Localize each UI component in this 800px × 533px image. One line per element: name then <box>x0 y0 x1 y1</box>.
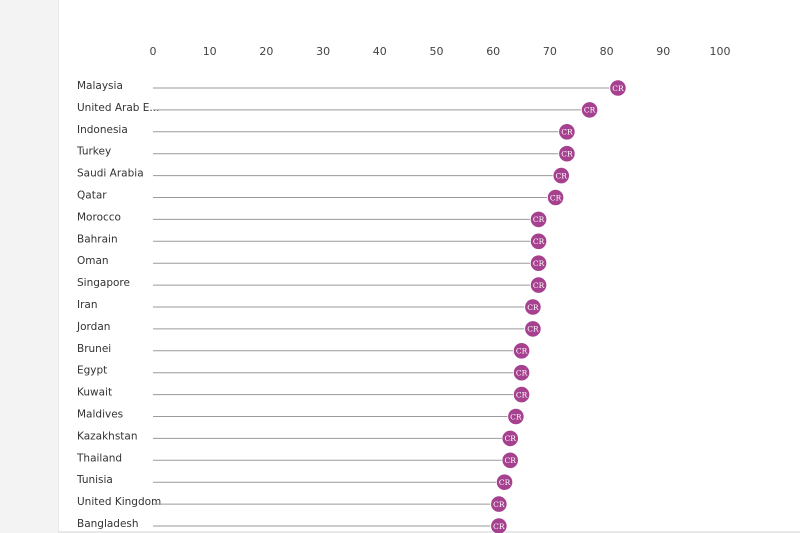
category-label: United Kingdom <box>77 496 161 508</box>
lollipop-marker <box>529 276 548 294</box>
lollipop-marker <box>490 517 508 533</box>
lollipop-marker <box>529 232 548 250</box>
x-tick-label: 60 <box>486 45 500 58</box>
marker-label: CR <box>533 281 545 290</box>
marker-label: CR <box>533 259 545 268</box>
category-label: Bangladesh <box>77 518 139 530</box>
lollipop-marker <box>512 342 531 360</box>
category-label: Maldives <box>77 409 123 421</box>
category-label: Qatar <box>77 190 107 202</box>
category-label: Singapore <box>77 277 130 289</box>
lollipop-marker <box>552 167 570 185</box>
category-label: Turkey <box>76 146 111 158</box>
marker-label: CR <box>533 215 545 224</box>
marker-label: CR <box>533 237 545 246</box>
lollipop-marker <box>580 101 599 119</box>
lollipop-marker <box>529 210 548 228</box>
x-tick-label: 90 <box>656 45 670 58</box>
category-label: Brunei <box>77 343 111 355</box>
x-tick-label: 80 <box>600 45 614 58</box>
marker-label: CR <box>499 478 511 487</box>
category-label: Oman <box>77 255 109 267</box>
lollipop-marker <box>529 254 548 272</box>
category-label: Tunisia <box>76 474 113 486</box>
x-tick-label: 0 <box>150 45 157 58</box>
marker-label: CR <box>505 434 517 443</box>
x-tick-label: 40 <box>373 45 387 58</box>
lollipop-marker <box>495 473 514 491</box>
category-label: Egypt <box>77 365 107 377</box>
lollipop-marker <box>524 298 542 316</box>
marker-label: CR <box>584 106 596 115</box>
lollipop-marker <box>512 364 531 382</box>
category-label: Bahrain <box>77 233 118 245</box>
x-tick-label: 50 <box>430 45 444 58</box>
x-tick-label: 30 <box>316 45 330 58</box>
lollipop-marker <box>507 407 525 426</box>
marker-label: CR <box>556 171 568 180</box>
lollipop-marker <box>546 188 565 207</box>
marker-label: CR <box>550 193 562 202</box>
x-tick-label: 70 <box>543 45 557 58</box>
category-label: Saudi Arabia <box>77 168 144 180</box>
marker-label: CR <box>510 412 522 421</box>
lollipop-marker <box>501 429 519 447</box>
marker-label: CR <box>612 84 624 93</box>
marker-label: CR <box>527 303 539 312</box>
lollipop-marker <box>524 320 542 338</box>
marker-label: CR <box>493 500 505 509</box>
category-label: Thailand <box>76 452 122 464</box>
category-label: Malaysia <box>77 80 123 92</box>
lollipop-marker <box>609 79 627 97</box>
lollipop-marker <box>512 385 531 404</box>
x-tick-label: 20 <box>259 45 273 58</box>
bottom-divider <box>58 531 800 533</box>
lollipop-marker <box>501 451 519 469</box>
category-label: Kazakhstan <box>77 430 138 442</box>
category-label: Morocco <box>77 211 121 223</box>
marker-label: CR <box>493 522 505 531</box>
left-gutter <box>0 0 59 533</box>
category-label: Jordan <box>76 321 110 333</box>
x-tick-label: 100 <box>710 45 731 58</box>
marker-label: CR <box>561 128 573 137</box>
category-label: United Arab E... <box>77 102 159 114</box>
marker-label: CR <box>527 325 539 334</box>
marker-label: CR <box>505 456 517 465</box>
lollipop-marker <box>490 495 508 513</box>
marker-label: CR <box>516 369 528 378</box>
lollipop-marker <box>558 145 576 163</box>
category-label: Kuwait <box>77 387 112 399</box>
category-label: Iran <box>77 299 98 311</box>
lollipop-marker <box>558 123 576 141</box>
x-tick-label: 10 <box>203 45 217 58</box>
marker-label: CR <box>516 390 528 399</box>
marker-label: CR <box>516 347 528 356</box>
marker-label: CR <box>561 150 573 159</box>
category-label: Indonesia <box>77 124 128 136</box>
